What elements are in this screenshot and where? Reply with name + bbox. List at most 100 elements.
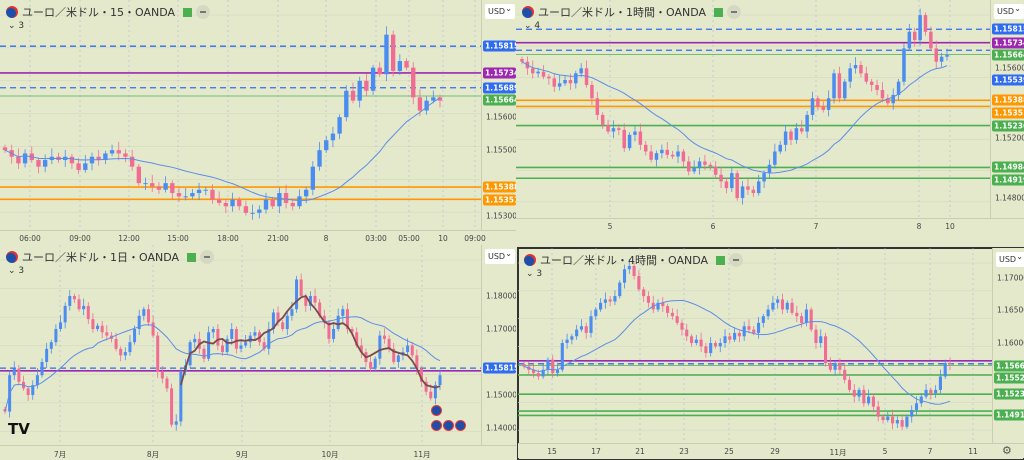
candle-body [584,326,588,333]
candle-body [290,202,295,207]
price-axis[interactable]: 1.15600 1.15500 1.15300 1.15815 1.15734 1.156… [481,0,516,230]
collapse-indicators-toggle[interactable]: ⌄ 3 [526,269,542,279]
hide-indicator-button[interactable] [729,253,744,267]
candle-body [370,67,376,91]
candle-body [606,124,610,132]
candle-body [129,156,135,167]
moving-average-line [523,299,951,405]
candle-body [643,144,648,152]
hide-indicator-button[interactable] [196,5,211,19]
candle-body [68,295,72,306]
eur-usd-flag-icon [6,6,18,18]
collapse-indicators-toggle[interactable]: ⌄ 3 [8,266,24,276]
candle-body [406,345,410,353]
candle-body [202,348,206,359]
candle-body [895,420,899,424]
price-tag-green: 1.14984 [992,161,1024,173]
currency-select[interactable]: USD [485,249,515,264]
symbol-title-part: ・ [99,6,110,19]
candle-body [886,98,890,104]
settings-icon[interactable]: ⚙ [1002,444,1012,457]
candle-body [83,163,88,170]
candle-body [63,305,67,323]
candle-body [654,153,659,160]
candle-body [838,363,842,370]
symbol-title[interactable]: ユーロ／米ドル・4時間・OANDA [540,252,708,268]
candle-body [270,199,275,207]
candle-body [632,265,636,277]
wave-line [180,294,441,389]
collapse-indicators-toggle[interactable]: ⌄ 4 [524,21,540,31]
time-axis[interactable]: 06:00 09:00 12:00 15:00 18:00 21:00 8 03:00 05:0… [0,230,516,245]
economic-event-icon[interactable] [443,420,454,431]
candle-body [225,338,229,353]
price-tag-green: 1.15522 [994,372,1024,384]
time-axis[interactable]: 5 6 7 8 10 [516,218,1024,233]
time-axis-label: 15 [547,447,557,456]
price-chart[interactable] [518,248,992,443]
candle-body [809,309,813,330]
time-axis-label: 8 [323,234,329,243]
candle-body [156,186,162,190]
candle-body [536,71,540,74]
candle-body [805,114,809,132]
symbol-title[interactable]: ユーロ／米ドル・15・OANDA [22,4,175,20]
currency-select[interactable]: USD [485,4,515,19]
candle-body [123,153,128,157]
candle-body [313,295,317,303]
price-chart[interactable] [0,0,481,230]
time-axis[interactable]: 15 17 21 23 25 29 11月 5 7 11 ⚙ [518,443,1024,458]
candle-body [262,342,266,349]
indicator-count: 4 [534,21,541,31]
candle-body [72,295,76,300]
collapse-indicators-toggle[interactable]: ⌄ 3 [8,21,24,31]
hide-indicator-button[interactable] [727,5,742,19]
time-axis-label: 29 [770,447,780,456]
candle-body [783,131,788,145]
candle-body [627,134,632,149]
eur-usd-flag-icon [522,6,534,18]
symbol-title[interactable]: ユーロ／米ドル・1時間・OANDA [538,4,706,20]
price-axis[interactable]: 1.15600 1.15200 1.14800 1.15815 1.157341.156… [990,0,1024,218]
candle-body [239,345,243,349]
candle-body [12,368,16,376]
chart-panel-1d[interactable]: 1.18000 1.17000 1.15000 1.14000 1.15815 USD 7月… [0,245,516,460]
price-chart[interactable] [0,245,481,445]
candle-body [17,368,21,382]
candle-body [522,364,526,367]
price-axis-label: 1.15500 [486,145,516,155]
chart-panel-1h[interactable]: 1.15600 1.15200 1.14800 1.15815 1.157341.156… [516,0,1024,245]
candle-body [832,73,836,99]
price-chart[interactable] [516,0,990,218]
chart-panel-15m[interactable]: 1.15600 1.15500 1.15300 1.15815 1.15734 1.156… [0,0,516,245]
candle-body [728,336,732,340]
currency-select[interactable]: USD [996,252,1024,267]
price-tag-purple: 1.15734 [992,37,1024,49]
candle-body [848,68,852,82]
candle-body [843,81,847,99]
candle-body [308,295,312,306]
time-axis-label: 21 [635,447,645,456]
economic-event-icon[interactable] [431,420,442,431]
currency-select[interactable]: USD [994,4,1024,19]
hide-indicator-button[interactable] [200,250,215,264]
candle-body [183,196,188,198]
price-tag-green: 1.14919 [992,174,1024,186]
candle-body [82,305,86,310]
price-axis[interactable]: 1.18000 1.17000 1.15000 1.14000 1.15815 [481,245,516,445]
candle-body [746,186,750,190]
time-axis[interactable]: 7月 8月 9月 10月 11月 [0,445,516,460]
candle-body [776,299,780,303]
price-tag-blue: 1.15815 [992,23,1024,35]
symbol-title[interactable]: ユーロ／米ドル・1日・OANDA [22,249,179,265]
economic-event-icon[interactable] [431,405,442,416]
candle-body [871,396,875,407]
candle-body [345,309,349,329]
economic-event-icon[interactable] [455,420,466,431]
candle-body [437,97,443,101]
candle-body [234,328,238,349]
candle-body [766,309,770,317]
symbol-title-part: 1時間 [626,6,655,19]
